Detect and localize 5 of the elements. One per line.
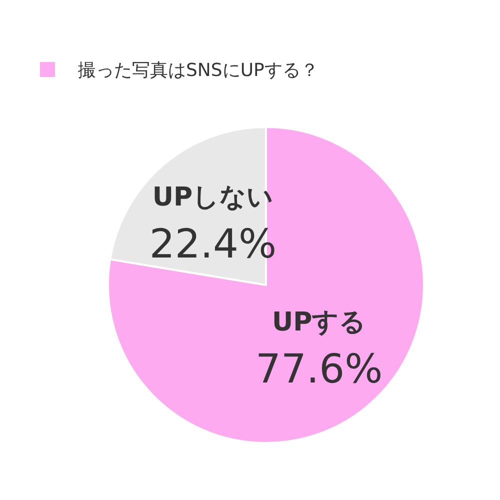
slice-label: UPしない bbox=[152, 182, 274, 212]
chart-title: 撮った写真はSNSにUPする？ bbox=[78, 59, 318, 82]
data-label: 77.6% bbox=[256, 346, 383, 393]
data-label: 22.4% bbox=[149, 221, 276, 268]
slice-label: UPする bbox=[272, 308, 366, 338]
